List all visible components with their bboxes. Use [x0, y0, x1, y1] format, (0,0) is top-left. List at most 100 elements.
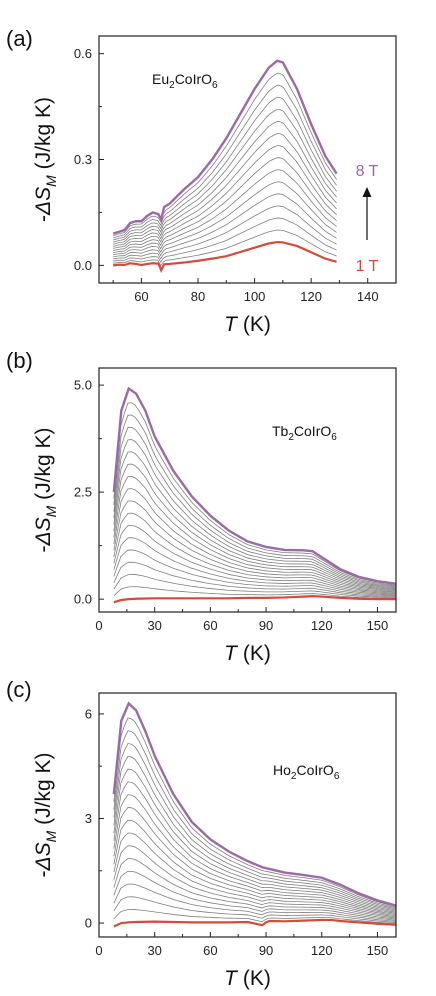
- y-axis-title: -ΔSM (J/kg K): [32, 97, 59, 222]
- x-tick-label: 80: [191, 289, 205, 304]
- plot-frame: [98, 35, 397, 284]
- field-curve-6: [113, 169, 337, 254]
- x-tick-label: 60: [203, 943, 217, 958]
- field-curve-4: [113, 549, 396, 596]
- y-tick-label: 0: [85, 916, 92, 931]
- field-curve-15: [113, 730, 396, 909]
- x-tick-label: 100: [244, 289, 266, 304]
- panel-label-a: (a): [6, 26, 33, 51]
- x-axis-title: T (K): [224, 313, 271, 336]
- field-curve-4: [113, 870, 396, 921]
- y-tick-label: 5.0: [74, 378, 92, 393]
- field-curve-13: [113, 755, 396, 911]
- field-curve-12: [113, 96, 337, 241]
- field-curve-8: [113, 819, 396, 917]
- panel-a: (a) 60 80 100 120 140 0.0 0.3 0.6 T (K) -ΔSM (J/kg…: [6, 26, 397, 336]
- panel-c: (c) 0 30 60 90 120 150 0 3 6 T (K) -ΔSM (J/kg K) Ho2…: [6, 677, 397, 990]
- y-tick-label: 2.5: [74, 485, 92, 500]
- curves-a: [112, 59, 338, 273]
- max-field-curve: [112, 59, 338, 235]
- field-curve-2: [113, 896, 396, 923]
- field-curve-10: [113, 794, 396, 914]
- y-tick-label: 0.0: [74, 258, 92, 273]
- compound-label: Tb2CoIrO6: [272, 423, 337, 443]
- field-curve-14: [113, 743, 396, 910]
- x-tick-label: 30: [147, 943, 161, 958]
- field-curve-16: [113, 402, 396, 586]
- field-curve-13: [113, 84, 337, 239]
- field-curve-3: [113, 205, 337, 260]
- y-tick-label: 0.0: [74, 592, 92, 607]
- y-tick-label: 6: [85, 706, 92, 721]
- field-curve-5: [113, 858, 396, 920]
- y-tick-label: 0.3: [74, 152, 92, 167]
- field-curve-12: [113, 451, 396, 589]
- panel-label-c: (c): [6, 677, 32, 702]
- legend-max-field: 8 T: [356, 163, 379, 180]
- y-axis-title: -ΔSM (J/kg K): [32, 428, 59, 553]
- x-tick-label: 120: [300, 289, 322, 304]
- panel-label-b: (b): [6, 348, 33, 373]
- max-field-curve: [112, 386, 396, 585]
- field-curve-6: [113, 524, 396, 595]
- y-axis-title: -ΔSM (J/kg K): [32, 753, 59, 878]
- field-curve-7: [113, 512, 396, 594]
- field-curve-2: [113, 217, 337, 263]
- x-tick-label: 30: [147, 618, 161, 633]
- min-field-curve: [113, 240, 337, 273]
- field-curve-12: [113, 768, 396, 912]
- field-curve-7: [113, 832, 396, 918]
- field-curve-13: [113, 439, 396, 588]
- field-curve-9: [113, 488, 396, 592]
- legend-min-field: 1 T: [356, 258, 379, 275]
- field-curve-5: [113, 181, 337, 256]
- x-axis-title: T (K): [224, 967, 271, 990]
- field-curve-14: [113, 426, 396, 587]
- x-tick-label: 60: [203, 618, 217, 633]
- x-tick-label: 90: [259, 943, 273, 958]
- field-curve-10: [113, 475, 396, 591]
- field-curve-9: [113, 807, 396, 916]
- x-tick-label: 0: [95, 943, 102, 958]
- field-curve-5: [113, 537, 396, 596]
- x-tick-label: 150: [367, 943, 389, 958]
- field-curve-1: [113, 909, 396, 925]
- x-tick-label: 150: [367, 618, 389, 633]
- plot-frame: [98, 367, 397, 613]
- x-tick-label: 60: [134, 289, 148, 304]
- field-curve-11: [113, 463, 396, 590]
- field-curve-3: [113, 561, 396, 597]
- max-field-curve: [112, 701, 396, 907]
- x-tick-label: 0: [95, 618, 102, 633]
- y-tick-label: 3: [85, 811, 92, 826]
- x-axis-title: T (K): [224, 642, 271, 665]
- y-tick-label: 0.6: [74, 46, 92, 61]
- plot-frame: [98, 692, 397, 938]
- field-curve-11: [113, 781, 396, 913]
- field-curve-7: [113, 157, 337, 251]
- field-curve-14: [113, 72, 337, 237]
- x-tick-label: 90: [259, 618, 273, 633]
- field-curve-10: [113, 120, 337, 245]
- field-curve-3: [113, 883, 396, 922]
- field-arrow-head: [362, 187, 372, 197]
- field-curve-4: [113, 193, 337, 258]
- compound-label: Ho2CoIrO6: [273, 762, 340, 782]
- x-tick-label: 120: [311, 943, 333, 958]
- min-field-curve: [113, 595, 396, 604]
- compound-label: Eu2CoIrO6: [152, 71, 218, 91]
- field-curve-16: [113, 717, 396, 908]
- x-tick-label: 120: [311, 618, 333, 633]
- field-curve-1: [113, 586, 396, 599]
- field-curve-1: [113, 229, 337, 267]
- min-field-curve: [113, 918, 396, 928]
- curves-b: [112, 386, 396, 604]
- panel-b: (b) 0 30 60 90 120 150 0.0 2.5 5.0 T (K) -ΔSM (J/kg…: [6, 348, 397, 665]
- field-curve-6: [113, 845, 396, 919]
- field-curve-2: [113, 574, 396, 598]
- field-curve-8: [113, 500, 396, 593]
- field-curve-11: [113, 108, 337, 243]
- field-curve-9: [113, 132, 337, 247]
- field-curve-8: [113, 145, 337, 249]
